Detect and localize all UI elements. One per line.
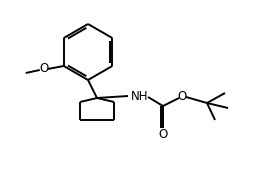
- Text: O: O: [177, 90, 187, 103]
- Text: O: O: [158, 129, 168, 142]
- Text: O: O: [39, 62, 48, 75]
- Text: NH: NH: [131, 90, 149, 103]
